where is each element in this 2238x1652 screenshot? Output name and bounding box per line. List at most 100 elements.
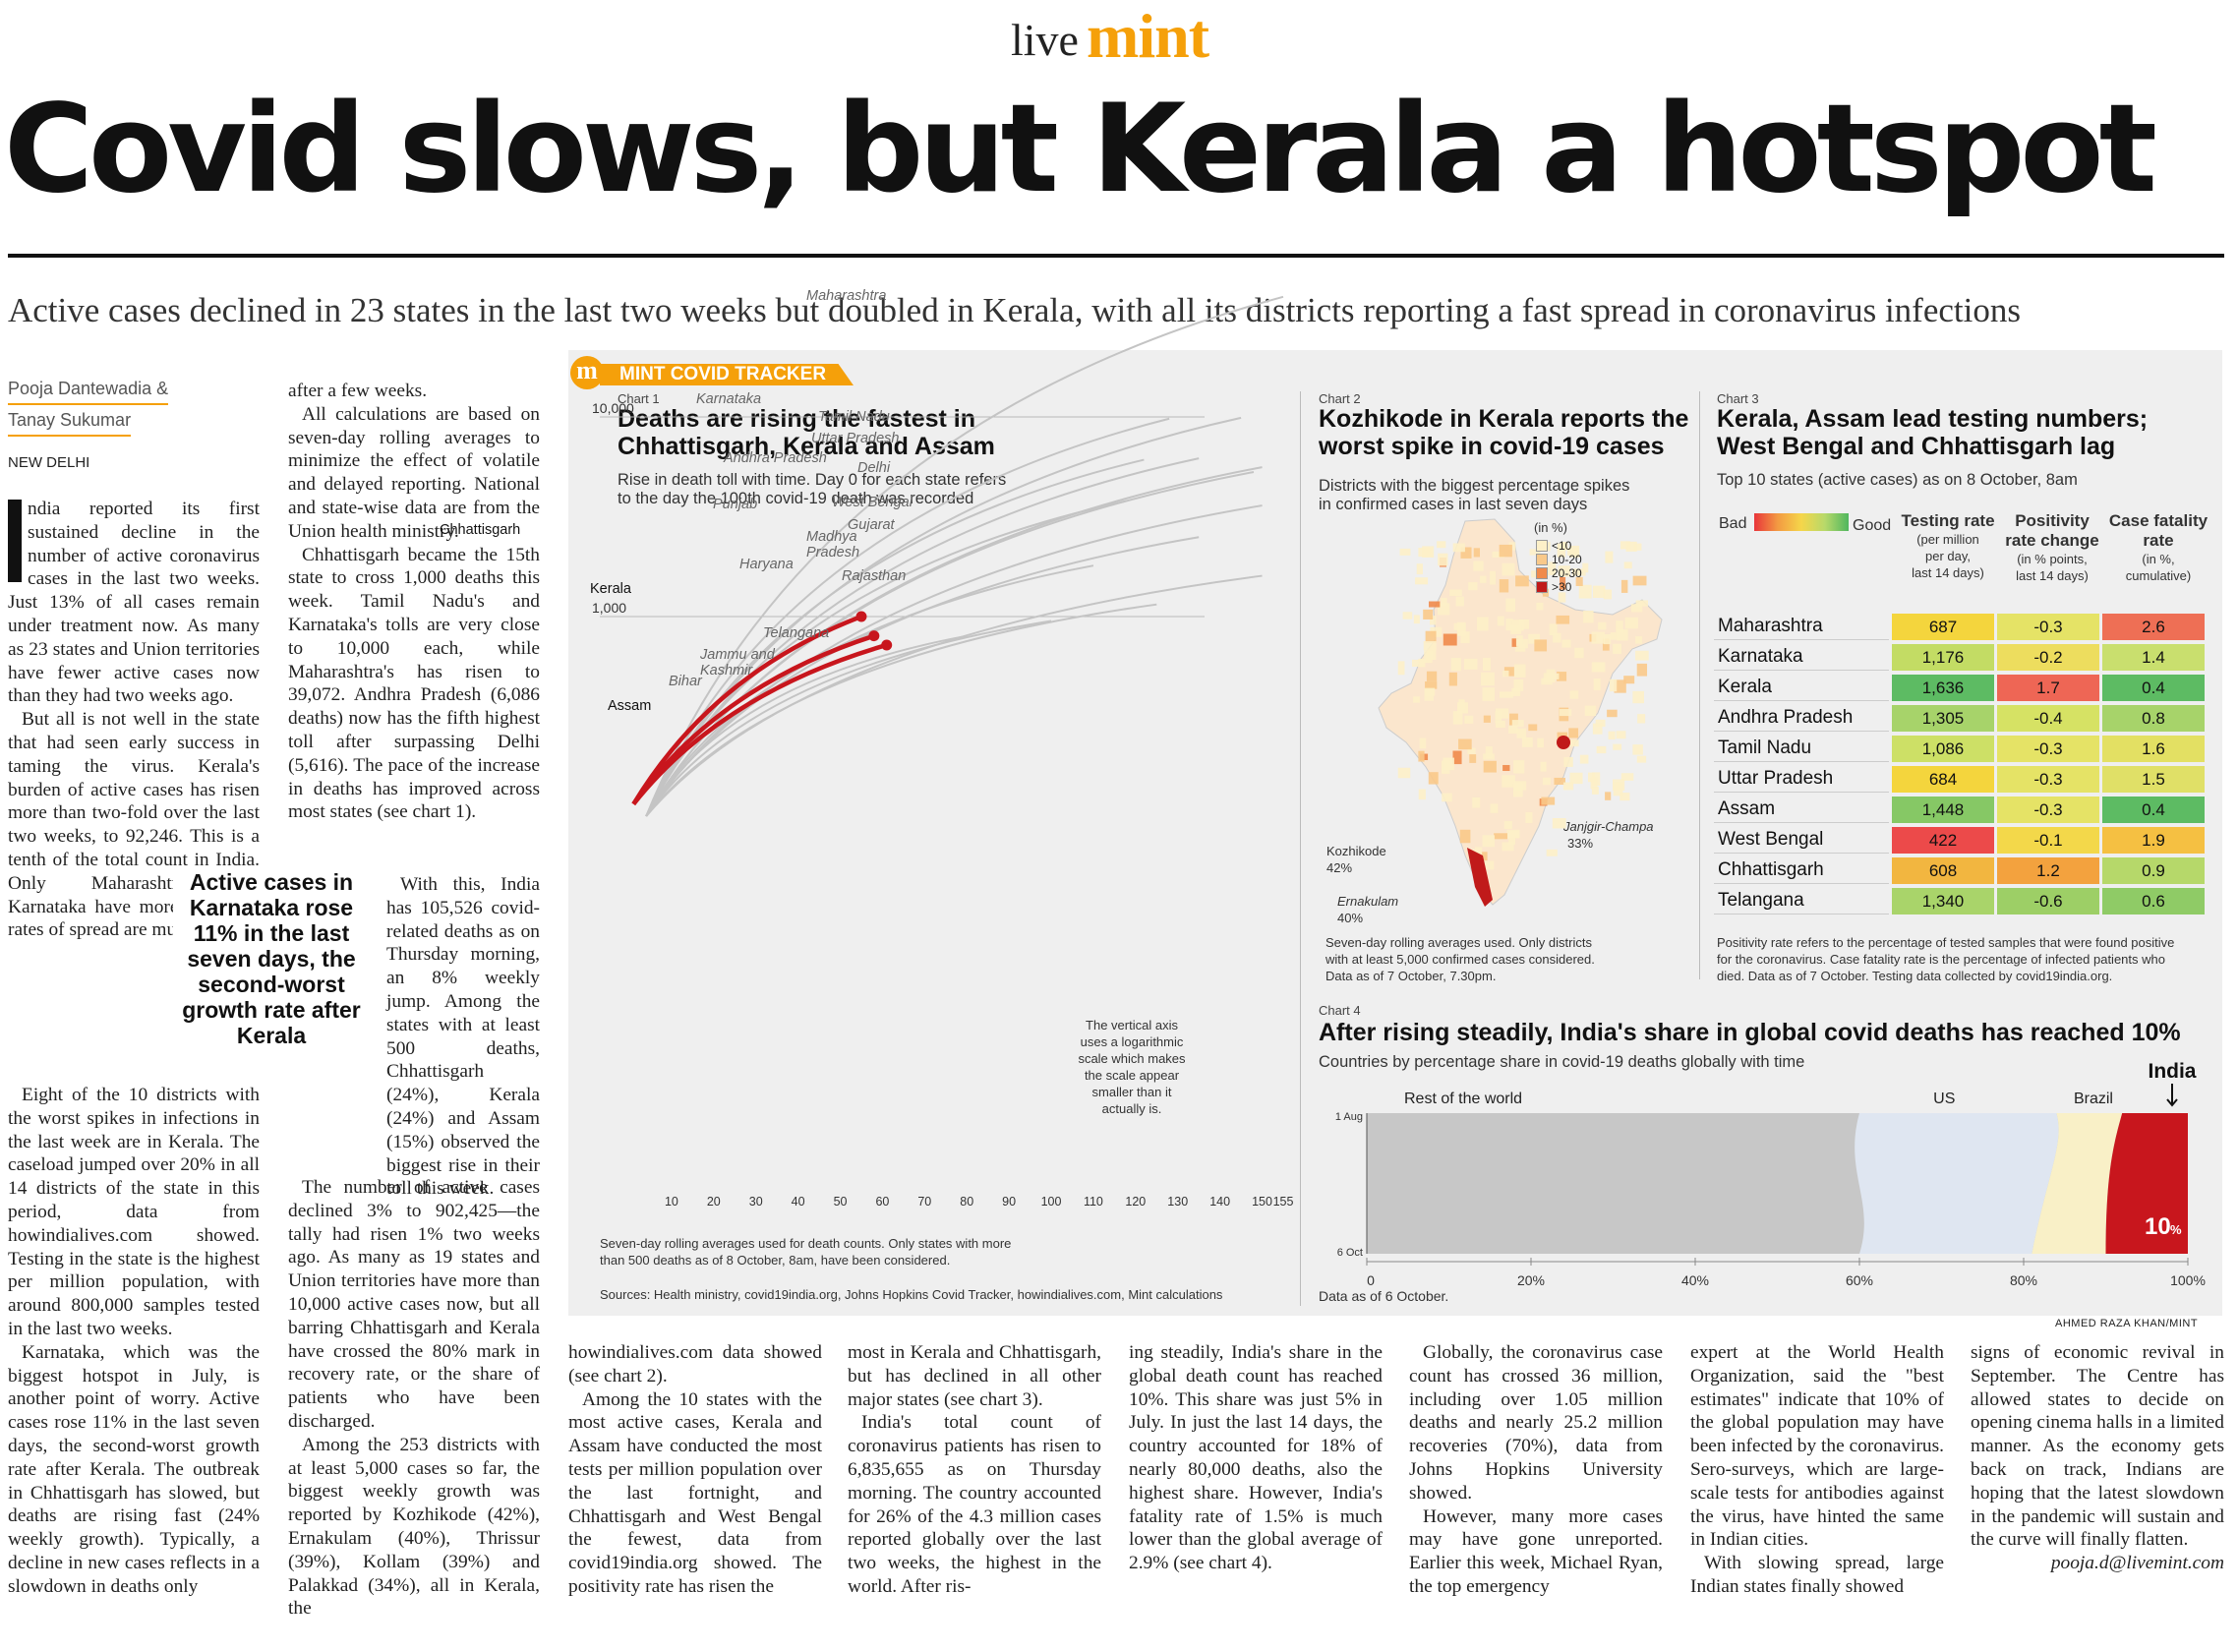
table-row: Assam 1,448 -0.3 0.4 bbox=[1714, 796, 2205, 823]
testing-rate-cell: 684 bbox=[1892, 766, 1994, 793]
district-patch bbox=[1558, 592, 1566, 603]
district-patch bbox=[1608, 731, 1616, 740]
chart1-footnote: Seven-day rolling averages used for deat… bbox=[600, 1236, 1012, 1268]
testing-rate-cell: 608 bbox=[1892, 857, 1994, 884]
district-patch bbox=[1563, 756, 1573, 767]
district-patch bbox=[1598, 621, 1607, 630]
x-tick-label: 80% bbox=[2010, 1272, 2037, 1288]
series-label: Punjab bbox=[713, 497, 757, 512]
x-tick-label: 0 bbox=[1367, 1272, 1375, 1288]
state-name: Maharashtra bbox=[1714, 614, 1889, 640]
chart1-subtitle-line2: to the day the 100th covid-19 death was … bbox=[618, 490, 974, 507]
district-patch bbox=[1464, 715, 1474, 724]
paragraph: Karnataka, which was the biggest hotspot… bbox=[8, 1341, 260, 1597]
signoff: pooja.d@livemint.com bbox=[2050, 1553, 2224, 1574]
article-column-2c: The number of active cases declined 3% t… bbox=[288, 1176, 540, 1621]
state-name: Chhattisgarh bbox=[1714, 857, 1889, 884]
district-patch bbox=[1602, 638, 1610, 651]
district-patch bbox=[1583, 610, 1594, 623]
series-label: Karnataka bbox=[696, 391, 761, 407]
district-patch bbox=[1552, 673, 1560, 679]
chart2-subtitle-line1: Districts with the biggest percentage sp… bbox=[1319, 477, 1630, 495]
district-patch bbox=[1482, 687, 1496, 701]
deck: Active cases declined in 23 states in th… bbox=[8, 291, 2021, 329]
district-patch bbox=[1459, 829, 1471, 844]
district-patch bbox=[1578, 584, 1592, 599]
district-patch bbox=[1591, 631, 1605, 644]
district-patch bbox=[1426, 671, 1438, 681]
chart2-label: Chart 2 bbox=[1319, 391, 1361, 406]
map-legend: <10 10-20 20-30 >30 bbox=[1536, 539, 1582, 594]
district-patch bbox=[1637, 714, 1646, 724]
district-patch bbox=[1610, 632, 1621, 640]
district-patch bbox=[1556, 615, 1570, 624]
bad-good-scale bbox=[1754, 513, 1849, 531]
district-patch bbox=[1484, 860, 1495, 870]
district-patch bbox=[1415, 577, 1429, 585]
district-patch bbox=[1502, 842, 1514, 852]
dateline: NEW DELHI bbox=[8, 454, 90, 471]
table-row: Maharashtra 687 -0.3 2.6 bbox=[1714, 614, 2205, 640]
series-label: Assam bbox=[608, 698, 651, 714]
district-patch bbox=[1425, 681, 1438, 689]
paragraph: after a few weeks. bbox=[288, 381, 428, 401]
x-tick-label: 100% bbox=[2170, 1272, 2206, 1288]
district-patch bbox=[1430, 616, 1437, 625]
x-tick-label: 155 bbox=[1273, 1195, 1294, 1209]
testing-rate-cell: 422 bbox=[1892, 827, 1994, 854]
district-patch bbox=[1537, 738, 1544, 748]
paragraph: Chhattisgarh became the 15th state to cr… bbox=[288, 544, 540, 823]
district-patch bbox=[1623, 676, 1635, 684]
district-patch bbox=[1607, 709, 1618, 718]
district-patch bbox=[1499, 691, 1513, 698]
x-tick-label: 80 bbox=[960, 1195, 973, 1209]
district-patch bbox=[1460, 631, 1470, 644]
district-patch bbox=[1558, 565, 1570, 577]
graphic-credit: AHMED RAZA KHAN/MINT bbox=[2055, 1318, 2199, 1329]
paragraph: Among the 10 states with the most active… bbox=[568, 1388, 822, 1597]
district-patch bbox=[1633, 543, 1642, 551]
district-patch bbox=[1423, 641, 1437, 651]
pull-quote: Active cases in Karnataka rose 11% in th… bbox=[173, 869, 370, 1048]
state-table: Maharashtra 687 -0.3 2.6 Karnataka 1,176 -0.2 1… bbox=[1711, 610, 2208, 918]
chart3-label: Chart 3 bbox=[1717, 391, 1759, 406]
paragraph: expert at the World Health Organization,… bbox=[1690, 1342, 1944, 1551]
kerala-districts bbox=[1467, 848, 1493, 907]
legend-swatch bbox=[1536, 581, 1548, 593]
series-endpoint bbox=[881, 639, 893, 651]
x-tick-label: 60 bbox=[875, 1195, 889, 1209]
positivity-change-cell: -0.3 bbox=[1997, 766, 2099, 793]
district-patch bbox=[1502, 764, 1510, 772]
legend-item: >30 bbox=[1536, 580, 1582, 594]
paragraph: Eight of the 10 districts with the worst… bbox=[8, 1085, 260, 1339]
district-patch bbox=[1614, 679, 1626, 693]
paragraph: The number of active cases declined 3% t… bbox=[288, 1177, 540, 1432]
article-column-2b: With this, India has 105,526 covid-relat… bbox=[386, 873, 540, 1201]
chart3-title-line2: West Bengal and Chhattisgarh lag bbox=[1717, 433, 2116, 460]
x-tick-label: 130 bbox=[1167, 1195, 1188, 1209]
paragraph: All calculations are based on seven-day … bbox=[288, 403, 540, 542]
series-line bbox=[645, 634, 968, 817]
paragraph: With slowing spread, large Indian states… bbox=[1690, 1553, 1944, 1597]
district-patch bbox=[1531, 570, 1539, 578]
paragraph: ing steadily, India's share in the globa… bbox=[1129, 1342, 1383, 1574]
chart1-line-chart: 1,000 10,000 10 20 30 40 50 60 70 80 90 100 110 120 1… bbox=[440, 288, 1293, 1209]
district-patch bbox=[1456, 702, 1469, 714]
district-patch bbox=[1419, 738, 1427, 749]
district-patch bbox=[1536, 602, 1544, 611]
testing-rate-cell: 1,086 bbox=[1892, 736, 1994, 762]
paragraph: signs of economic revival in September. … bbox=[1971, 1342, 2224, 1551]
chart2-title-line1: Kozhikode in Kerala reports the bbox=[1319, 405, 1689, 433]
district-patch bbox=[1603, 589, 1613, 600]
chart4-footnote: Data as of 6 October. bbox=[1319, 1288, 1449, 1304]
district-patch bbox=[1636, 755, 1647, 763]
district-patch bbox=[1441, 597, 1447, 606]
x-tick-label: 20 bbox=[707, 1195, 721, 1209]
headline: Covid slows, but Kerala a hotspot bbox=[4, 79, 2157, 220]
fatality-rate-cell: 0.4 bbox=[2102, 675, 2205, 701]
district-patch bbox=[1567, 548, 1579, 556]
series-label: Kerala bbox=[590, 581, 632, 597]
district-patch bbox=[1522, 737, 1533, 747]
district-patch bbox=[1620, 793, 1630, 801]
district-patch bbox=[1636, 663, 1648, 677]
